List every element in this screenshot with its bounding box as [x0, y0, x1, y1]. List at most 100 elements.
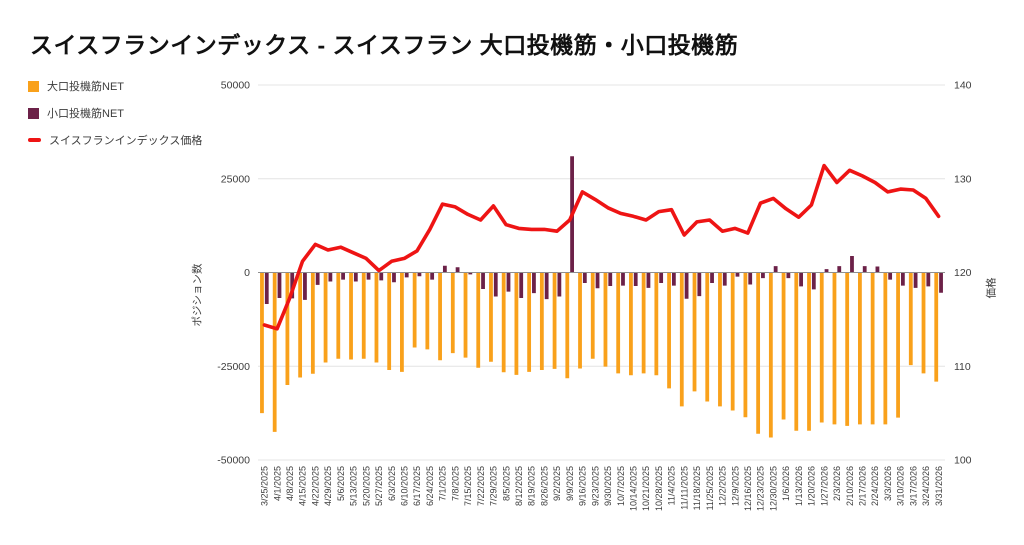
- x-axis-tick-label: 8/5/2025: [501, 466, 511, 501]
- bar-large-spec: [298, 272, 303, 378]
- legend: 大口投機筋NET 小口投機筋NET スイスフランインデックス価格: [28, 78, 202, 148]
- bar-large-spec: [425, 272, 430, 350]
- right-axis-tick-label: 120: [954, 267, 972, 279]
- left-axis-tick-label: -50000: [217, 455, 250, 467]
- bar-large-spec: [374, 272, 379, 363]
- bar-large-spec: [934, 272, 939, 382]
- x-axis-tick-label: 10/14/2025: [629, 466, 639, 511]
- x-axis-tick-label: 5/27/2025: [374, 466, 384, 506]
- x-axis-tick-label: 8/26/2025: [539, 466, 549, 506]
- x-axis-tick-label: 1/13/2026: [794, 466, 804, 506]
- x-axis-tick-label: 9/9/2025: [565, 466, 575, 501]
- bar-large-spec: [476, 272, 481, 368]
- x-axis-tick-label: 7/22/2025: [476, 466, 486, 506]
- bar-large-spec: [718, 272, 722, 407]
- bar-large-spec: [310, 272, 315, 374]
- bar-large-spec: [756, 272, 761, 434]
- x-axis-tick-label: 6/10/2025: [400, 466, 410, 506]
- bar-small-spec: [532, 272, 536, 294]
- bar-large-spec: [679, 272, 684, 407]
- bar-small-spec: [557, 272, 562, 297]
- x-axis-tick-label: 10/21/2025: [641, 466, 651, 511]
- x-axis-tick-label: 4/1/2025: [272, 466, 282, 501]
- x-axis-tick-label: 9/30/2025: [603, 466, 613, 506]
- bar-large-spec: [514, 272, 519, 375]
- bar-small-spec: [455, 267, 460, 273]
- bar-small-spec: [392, 272, 396, 283]
- bar-small-spec: [697, 272, 702, 297]
- x-axis-tick-label: 4/15/2025: [298, 466, 308, 506]
- bar-large-spec: [565, 272, 570, 379]
- bar-small-spec: [328, 272, 333, 282]
- bar-small-spec: [519, 272, 524, 298]
- x-axis-tick-label: 11/11/2025: [679, 466, 689, 510]
- x-axis-tick-label: 6/24/2025: [425, 466, 435, 506]
- x-axis-tick-label: 2/10/2026: [845, 466, 855, 506]
- bar-large-spec: [908, 272, 913, 366]
- bar-large-spec: [730, 272, 735, 411]
- right-axis-tick-label: 100: [954, 455, 972, 467]
- bar-small-spec: [417, 272, 422, 277]
- bar-small-spec: [646, 272, 651, 288]
- bar-large-spec: [667, 272, 671, 389]
- price-line: [262, 163, 941, 331]
- bar-large-spec: [616, 272, 621, 374]
- x-axis-tick-label: 9/23/2025: [590, 466, 600, 506]
- bar-small-spec: [888, 272, 893, 280]
- x-axis-tick-label: 10/28/2025: [654, 466, 664, 511]
- x-axis-tick-label: 5/6/2025: [336, 466, 346, 501]
- bar-small-spec: [671, 272, 676, 286]
- bar-small-spec: [442, 265, 447, 273]
- x-axis-tick-label: 1/27/2026: [819, 466, 829, 506]
- bar-small-spec: [710, 272, 714, 283]
- left-axis-tick-label: -25000: [217, 361, 250, 373]
- x-axis-tick-label: 11/18/2025: [692, 466, 702, 510]
- bar-small-spec: [633, 272, 638, 286]
- x-axis-tick-label: 5/13/2025: [349, 466, 359, 506]
- x-axis-tick-label: 11/4/2025: [667, 466, 677, 505]
- bar-large-spec: [705, 272, 710, 402]
- legend-item-large-spec[interactable]: 大口投機筋NET: [28, 78, 202, 94]
- chart-title: スイスフランインデックス - スイスフラン 大口投機筋・小口投機筋: [30, 32, 739, 58]
- legend-item-small-spec[interactable]: 小口投機筋NET: [28, 105, 202, 121]
- bar-small-spec: [824, 269, 829, 273]
- bar-small-spec: [353, 272, 358, 282]
- legend-item-price[interactable]: スイスフランインデックス価格: [28, 132, 202, 148]
- bar-large-spec: [858, 272, 862, 425]
- bar-large-spec: [285, 272, 290, 385]
- bar-small-spec: [811, 272, 816, 290]
- bar-large-spec: [794, 272, 799, 431]
- bar-large-spec: [450, 272, 455, 354]
- bar-small-spec: [900, 272, 905, 286]
- bar-small-spec: [913, 272, 918, 288]
- bar-large-spec: [272, 272, 277, 432]
- x-axis-tick-label: 4/8/2025: [285, 466, 295, 501]
- x-axis-tick-label: 1/20/2026: [807, 466, 817, 506]
- x-axis-tick-label: 3/3/2026: [883, 466, 893, 501]
- x-axis-tick-label: 7/29/2025: [489, 466, 499, 506]
- bar-small-spec: [582, 272, 587, 283]
- x-axis-tick-label: 2/3/2026: [832, 466, 842, 501]
- large-spec-swatch-icon: [28, 80, 39, 92]
- bar-large-spec: [361, 272, 366, 359]
- x-axis-tick-label: 8/12/2025: [514, 466, 524, 506]
- bar-small-spec: [862, 266, 867, 273]
- bar-small-spec: [404, 272, 409, 278]
- x-axis-tick-label: 12/30/2025: [768, 466, 778, 511]
- bar-large-spec: [692, 272, 697, 392]
- x-axis-tick-label: 7/15/2025: [463, 466, 473, 506]
- x-axis-tick-label: 6/3/2025: [387, 466, 397, 501]
- x-axis-tick-label: 5/20/2025: [361, 466, 371, 506]
- bar-large-spec: [438, 272, 442, 361]
- bar-large-spec: [349, 272, 353, 360]
- bar-small-spec: [748, 272, 753, 285]
- bar-small-spec: [850, 256, 854, 273]
- bar-large-spec: [768, 272, 773, 438]
- left-axis-tick-label: 0: [244, 267, 250, 279]
- x-axis-tick-label: 2/24/2026: [870, 466, 880, 506]
- bar-small-spec: [786, 272, 791, 279]
- bar-large-spec: [603, 272, 608, 367]
- bar-small-spec: [341, 272, 345, 280]
- bar-small-spec: [595, 272, 600, 289]
